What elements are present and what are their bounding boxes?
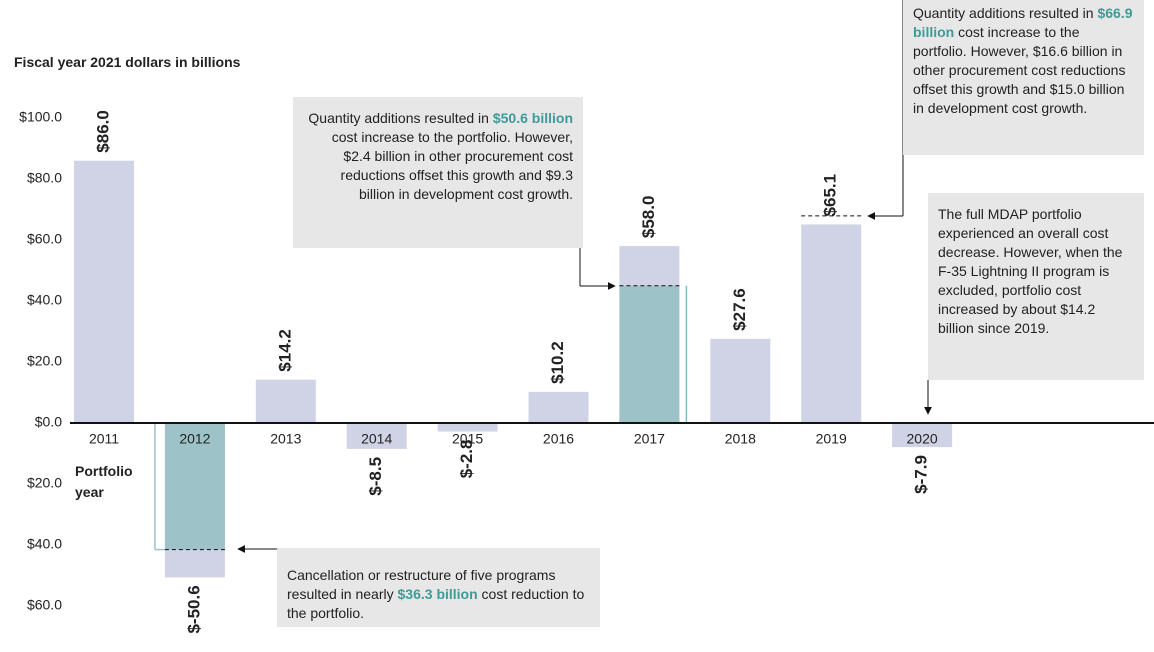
x-tick-label: 2019 <box>816 431 847 447</box>
highlight-bar <box>164 423 225 550</box>
x-tick-label: 2013 <box>270 431 301 447</box>
value-label: $-2.8 <box>457 440 476 479</box>
x-tick-label: 2011 <box>89 431 119 447</box>
value-label: $27.6 <box>730 288 749 331</box>
annotation: Quantity additions resulted in $50.6 bil… <box>293 97 583 248</box>
bar <box>892 423 953 448</box>
x-tick-label: 2015 <box>452 431 483 447</box>
bar <box>255 379 316 423</box>
x-tick-label: 2012 <box>179 431 210 447</box>
value-label: $65.1 <box>821 174 840 217</box>
y-tick-label: $40.0 <box>27 292 62 308</box>
annotation-text: cost reduction to the portfolio. <box>287 586 585 621</box>
y-tick-label: $0.0 <box>35 414 62 430</box>
annotation-text: The full MDAP portfolio experienced an o… <box>938 206 1123 336</box>
annotation: Cancellation or restructure of five prog… <box>277 548 600 627</box>
annotation-text: $66.9 billion <box>913 5 1133 40</box>
value-label: $10.2 <box>548 341 567 384</box>
bar <box>74 160 134 423</box>
y-tick-label: $60.0 <box>27 231 62 247</box>
annotation-text: Quantity additions resulted in <box>913 5 1098 21</box>
bar <box>710 338 771 423</box>
bar <box>346 423 407 449</box>
highlight-bar <box>619 285 680 423</box>
value-label: $-7.9 <box>912 455 931 494</box>
y-tick-label: $100.0 <box>19 109 62 125</box>
value-label: $-8.5 <box>366 457 385 496</box>
value-label: $86.0 <box>93 110 112 153</box>
y-tick-label: $20.0 <box>27 475 62 491</box>
y-tick-label: $20.0 <box>27 353 62 369</box>
x-tick-label: 2020 <box>907 431 938 447</box>
y-axis-label: Fiscal year 2021 dollars in billions <box>14 54 241 70</box>
bar <box>528 391 589 423</box>
y-tick-label: $40.0 <box>27 536 62 552</box>
annotation-text: $36.3 billion <box>397 586 478 602</box>
annotation-text: $50.6 billion <box>492 110 573 126</box>
value-label: $14.2 <box>275 329 294 372</box>
annotation-text: Cancellation or restructure of five prog… <box>287 567 556 602</box>
value-label: $-50.6 <box>184 585 203 633</box>
y-tick-label: $60.0 <box>27 597 62 613</box>
annotation: The full MDAP portfolio experienced an o… <box>928 193 1144 380</box>
annotation-text: cost increase to the portfolio. However,… <box>331 129 573 202</box>
annotation-text: Quantity additions resulted in <box>308 110 493 126</box>
x-tick-label: 2016 <box>543 431 574 447</box>
value-label: $58.0 <box>639 196 658 239</box>
x-axis-label: Portfolio year <box>75 463 133 500</box>
bar <box>801 224 862 423</box>
x-tick-label: 2018 <box>725 431 756 447</box>
x-tick-label: 2014 <box>361 431 392 447</box>
bar <box>437 423 498 432</box>
x-tick-label: 2017 <box>634 431 665 447</box>
annotation: Quantity additions resulted in $66.9 bil… <box>903 0 1144 155</box>
annotation-text: cost increase to the portfolio. However,… <box>913 24 1126 116</box>
y-tick-label: $80.0 <box>27 170 62 186</box>
